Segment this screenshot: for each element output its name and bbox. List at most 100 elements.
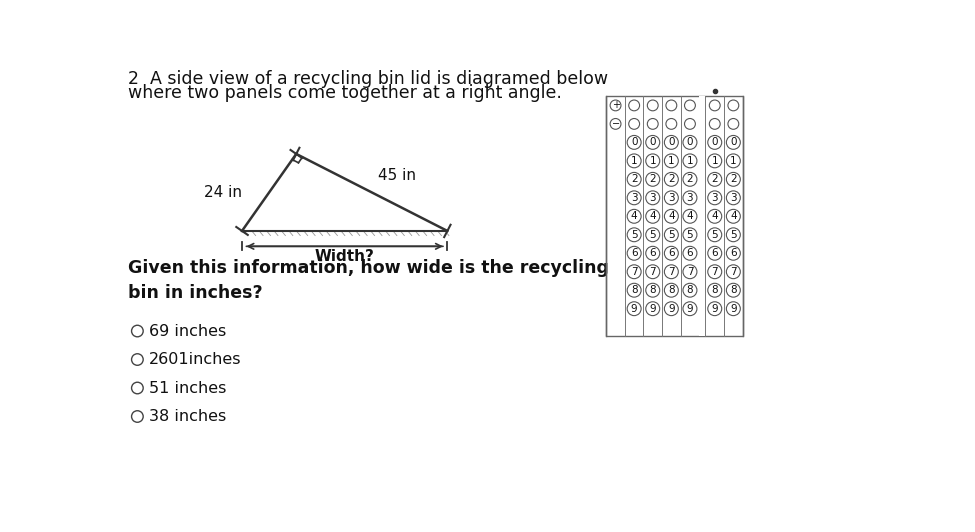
Circle shape	[684, 119, 695, 129]
Text: 2: 2	[730, 174, 737, 185]
Text: 2: 2	[631, 174, 638, 185]
Text: 0: 0	[649, 137, 656, 147]
Circle shape	[726, 172, 740, 186]
Circle shape	[682, 210, 697, 223]
Text: 2: 2	[649, 174, 656, 185]
Circle shape	[645, 302, 660, 315]
Circle shape	[708, 246, 722, 260]
Text: 5: 5	[668, 230, 675, 240]
Circle shape	[666, 100, 677, 111]
Circle shape	[726, 154, 740, 168]
Circle shape	[664, 265, 679, 279]
Text: 0: 0	[631, 137, 638, 147]
Circle shape	[645, 210, 660, 223]
Text: 51 inches: 51 inches	[149, 380, 226, 395]
Text: 9: 9	[712, 304, 718, 314]
Text: 69 inches: 69 inches	[149, 323, 226, 338]
Circle shape	[627, 154, 642, 168]
Circle shape	[645, 154, 660, 168]
Text: 7: 7	[649, 267, 656, 277]
Text: 4: 4	[686, 211, 693, 221]
Circle shape	[664, 302, 679, 315]
Circle shape	[708, 154, 722, 168]
Circle shape	[682, 191, 697, 205]
Text: 3: 3	[668, 193, 675, 203]
Circle shape	[629, 119, 640, 129]
Circle shape	[682, 302, 697, 315]
Circle shape	[645, 246, 660, 260]
Circle shape	[726, 284, 740, 297]
Text: 9: 9	[631, 304, 638, 314]
Circle shape	[627, 191, 642, 205]
Circle shape	[610, 100, 621, 111]
Text: 6: 6	[730, 248, 737, 258]
Circle shape	[664, 136, 679, 149]
Text: 8: 8	[686, 285, 693, 295]
Text: 7: 7	[686, 267, 693, 277]
Circle shape	[728, 100, 739, 111]
Circle shape	[664, 228, 679, 242]
Text: 1: 1	[631, 156, 638, 166]
Text: +: +	[611, 101, 619, 111]
Text: 7: 7	[712, 267, 718, 277]
Text: 2  A side view of a recycling bin lid is diagramed below: 2 A side view of a recycling bin lid is …	[128, 70, 608, 88]
Circle shape	[645, 136, 660, 149]
Text: 1: 1	[649, 156, 656, 166]
Text: 8: 8	[668, 285, 675, 295]
Bar	[606, 96, 743, 336]
Circle shape	[708, 210, 722, 223]
Text: 6: 6	[631, 248, 638, 258]
Circle shape	[726, 210, 740, 223]
Circle shape	[664, 191, 679, 205]
Text: Given this information, how wide is the recycling
bin in inches?: Given this information, how wide is the …	[128, 260, 609, 302]
Circle shape	[708, 136, 722, 149]
Circle shape	[708, 191, 722, 205]
Text: 9: 9	[730, 304, 737, 314]
Circle shape	[664, 154, 679, 168]
Text: 0: 0	[668, 137, 675, 147]
Text: 5: 5	[712, 230, 718, 240]
Circle shape	[726, 136, 740, 149]
Text: 4: 4	[668, 211, 675, 221]
Text: 2601inches: 2601inches	[149, 352, 242, 367]
Text: 1: 1	[712, 156, 718, 166]
Circle shape	[627, 265, 642, 279]
Text: 3: 3	[631, 193, 638, 203]
Text: 9: 9	[668, 304, 675, 314]
Circle shape	[684, 100, 695, 111]
Circle shape	[682, 246, 697, 260]
Circle shape	[647, 119, 658, 129]
Circle shape	[708, 228, 722, 242]
Text: 5: 5	[631, 230, 638, 240]
Text: 5: 5	[730, 230, 737, 240]
Text: 6: 6	[649, 248, 656, 258]
Text: 5: 5	[686, 230, 693, 240]
Text: 0: 0	[730, 137, 736, 147]
Text: 8: 8	[631, 285, 638, 295]
Circle shape	[682, 172, 697, 186]
Text: 7: 7	[730, 267, 737, 277]
Circle shape	[627, 172, 642, 186]
Circle shape	[726, 228, 740, 242]
Circle shape	[666, 119, 677, 129]
Text: 4: 4	[631, 211, 638, 221]
Circle shape	[132, 354, 143, 365]
Circle shape	[682, 136, 697, 149]
Circle shape	[627, 136, 642, 149]
Text: 4: 4	[649, 211, 656, 221]
Circle shape	[645, 284, 660, 297]
Circle shape	[708, 265, 722, 279]
Text: 2: 2	[668, 174, 675, 185]
Text: 8: 8	[649, 285, 656, 295]
Text: 0: 0	[712, 137, 718, 147]
Text: 6: 6	[712, 248, 718, 258]
Circle shape	[647, 100, 658, 111]
Circle shape	[664, 172, 679, 186]
Text: 1: 1	[668, 156, 675, 166]
Circle shape	[708, 302, 722, 315]
Circle shape	[726, 246, 740, 260]
Text: 3: 3	[649, 193, 656, 203]
Circle shape	[726, 191, 740, 205]
Text: 6: 6	[686, 248, 693, 258]
Circle shape	[645, 265, 660, 279]
